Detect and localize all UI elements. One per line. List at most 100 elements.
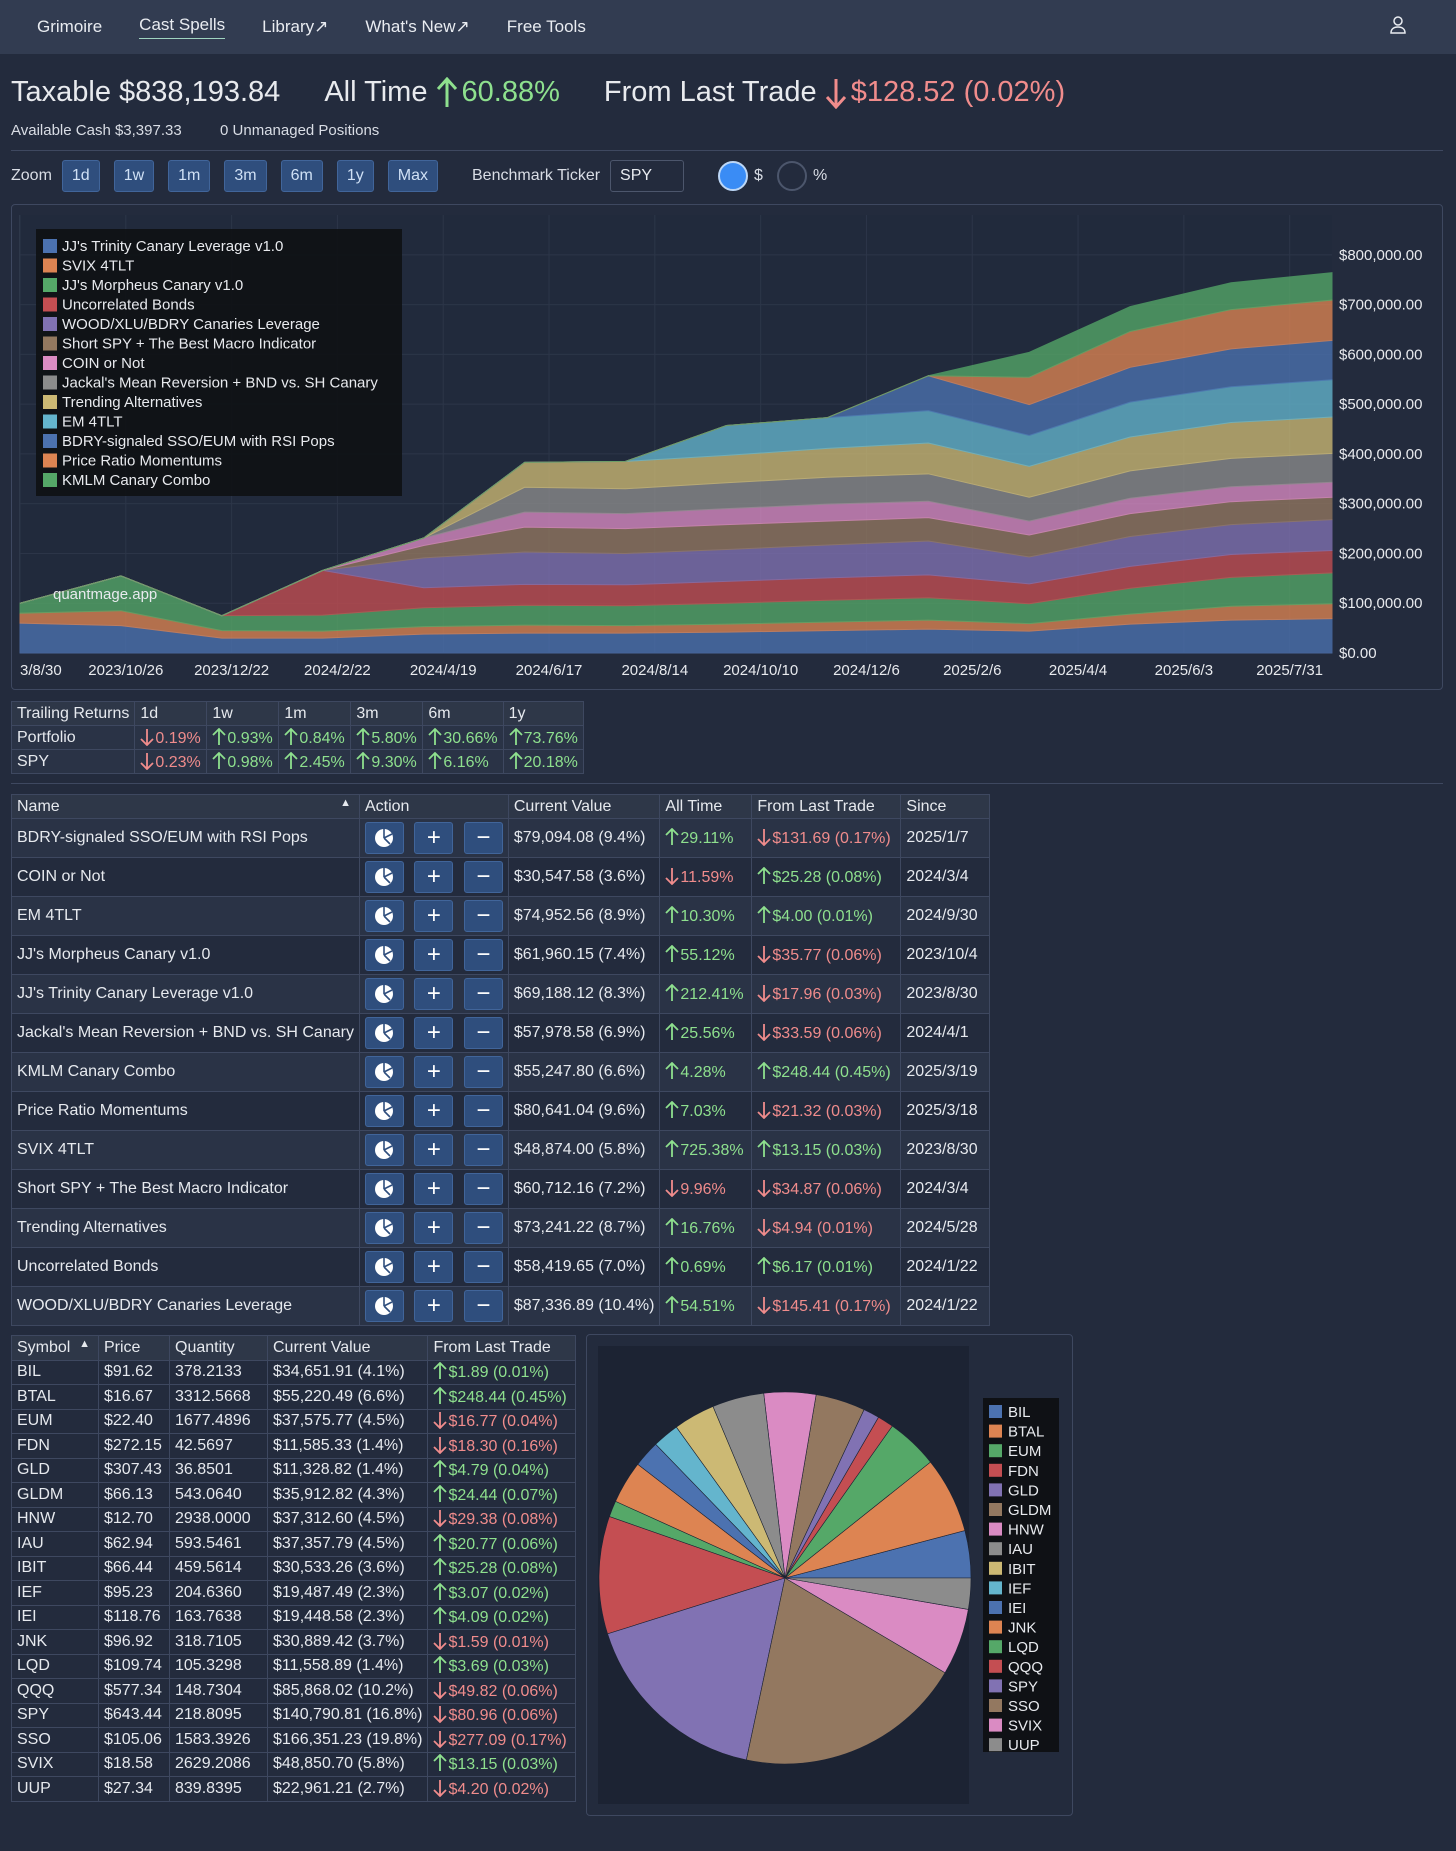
arrow-down-icon: [433, 1436, 448, 1454]
remove-button[interactable]: −: [463, 861, 503, 893]
remove-button[interactable]: −: [463, 822, 503, 854]
add-button[interactable]: +: [414, 900, 454, 932]
trailing-value: 0.19%: [134, 725, 208, 750]
remove-button[interactable]: −: [463, 1134, 503, 1166]
holdings-header: Quantity: [169, 1335, 268, 1361]
zoom-1y-button[interactable]: 1y: [336, 160, 374, 192]
nav-library[interactable]: Library↗: [262, 17, 329, 36]
zoom-1d-button[interactable]: 1d: [61, 160, 100, 192]
allocation-pie-icon-button[interactable]: [364, 861, 404, 893]
x-tick-label: 2024/12/6: [833, 662, 900, 679]
spell-row[interactable]: KMLM Canary Combo + − $55,247.80 (6.6%) …: [11, 1052, 991, 1092]
remove-button[interactable]: −: [463, 939, 503, 971]
spell-row[interactable]: Uncorrelated Bonds + − $58,419.65 (7.0%)…: [11, 1247, 991, 1287]
spell-name[interactable]: JJ's Trinity Canary Leverage v1.0: [11, 974, 360, 1014]
remove-button[interactable]: −: [463, 1017, 503, 1049]
allocation-pie-icon-button[interactable]: [364, 1056, 404, 1088]
spell-current-value: $60,712.16 (7.2%): [507, 1169, 661, 1209]
spell-name[interactable]: COIN or Not: [11, 857, 360, 897]
spell-name[interactable]: WOOD/XLU/BDRY Canaries Leverage: [11, 1286, 360, 1326]
zoom-3m-button[interactable]: 3m: [224, 160, 267, 192]
spell-row[interactable]: COIN or Not + − $30,547.58 (3.6%) 11.59%…: [11, 857, 991, 897]
spell-name[interactable]: JJ's Morpheus Canary v1.0: [11, 935, 360, 975]
arrow-up-icon: [433, 1558, 448, 1576]
add-button[interactable]: +: [414, 1173, 454, 1205]
benchmark-input[interactable]: SPY: [610, 160, 685, 192]
add-button[interactable]: +: [414, 861, 454, 893]
allocation-pie-icon-button[interactable]: [364, 939, 404, 971]
spell-name[interactable]: Price Ratio Momentums: [11, 1091, 360, 1131]
nav-cast-spells[interactable]: Cast Spells: [139, 15, 226, 39]
percent-radio[interactable]: [776, 161, 807, 191]
spell-current-value: $58,419.65 (7.0%): [507, 1247, 661, 1287]
allocation-pie-icon-button[interactable]: [364, 1095, 404, 1127]
allocation-pie-icon-button[interactable]: [364, 900, 404, 932]
allocation-pie-icon-button[interactable]: [364, 978, 404, 1010]
allocation-pie-icon-button[interactable]: [364, 1017, 404, 1049]
holding-last-trade: $1.59 (0.01%): [427, 1629, 577, 1655]
spells-header[interactable]: Name ▲: [11, 794, 360, 819]
remove-button[interactable]: −: [463, 1056, 503, 1088]
zoom-1m-button[interactable]: 1m: [168, 160, 211, 192]
allocation-pie-icon-button[interactable]: [364, 1290, 404, 1322]
spell-name[interactable]: Uncorrelated Bonds: [11, 1247, 360, 1287]
spell-row[interactable]: SVIX 4TLT + − $48,874.00 (5.8%) 725.38% …: [11, 1130, 991, 1170]
pie-legend-swatch: [989, 1483, 1002, 1497]
spell-row[interactable]: Jackal's Mean Reversion + BND vs. SH Can…: [11, 1013, 991, 1053]
zoom-6m-button[interactable]: 6m: [280, 160, 323, 192]
pie-legend-label: SPY: [1008, 1678, 1038, 1695]
remove-button[interactable]: −: [463, 900, 503, 932]
allocation-pie-icon-button[interactable]: [364, 1251, 404, 1283]
spell-row[interactable]: EM 4TLT + − $74,952.56 (8.9%) 10.30% $4.…: [11, 896, 991, 936]
spell-name[interactable]: Trending Alternatives: [11, 1208, 360, 1248]
remove-button[interactable]: −: [463, 1095, 503, 1127]
spell-name[interactable]: SVIX 4TLT: [11, 1130, 360, 1170]
sort-asc-icon[interactable]: ▲: [79, 1338, 90, 1350]
add-button[interactable]: +: [414, 939, 454, 971]
add-button[interactable]: +: [414, 1251, 454, 1283]
arrow-up-icon: [436, 76, 462, 109]
add-button[interactable]: +: [414, 978, 454, 1010]
allocation-pie-icon-button[interactable]: [364, 1134, 404, 1166]
pie-legend-swatch: [989, 1659, 1002, 1673]
zoom-Max-button[interactable]: Max: [387, 160, 438, 192]
add-button[interactable]: +: [414, 1212, 454, 1244]
spell-row[interactable]: Price Ratio Momentums + − $80,641.04 (9.…: [11, 1091, 991, 1131]
remove-button[interactable]: −: [463, 1251, 503, 1283]
spell-name[interactable]: Jackal's Mean Reversion + BND vs. SH Can…: [11, 1013, 360, 1053]
add-button[interactable]: +: [414, 822, 454, 854]
remove-button[interactable]: −: [463, 1212, 503, 1244]
nav-free-tools[interactable]: Free Tools: [506, 17, 586, 36]
remove-button[interactable]: −: [463, 1290, 503, 1322]
nav-grimoire[interactable]: Grimoire: [37, 17, 103, 36]
portfolio-chart[interactable]: $0.00 $100,000.00 $200,000.00 $300,000.00 $4…: [11, 204, 1443, 690]
remove-button[interactable]: −: [463, 978, 503, 1010]
spell-name[interactable]: Short SPY + The Best Macro Indicator: [11, 1169, 360, 1209]
allocation-pie-icon-button[interactable]: [364, 1173, 404, 1205]
spell-row[interactable]: Trending Alternatives + − $73,241.22 (8.…: [11, 1208, 991, 1248]
add-button[interactable]: +: [414, 1095, 454, 1127]
add-button[interactable]: +: [414, 1134, 454, 1166]
zoom-1w-button[interactable]: 1w: [113, 160, 155, 192]
dollar-radio[interactable]: [718, 161, 749, 191]
user-icon[interactable]: [1390, 16, 1406, 39]
spell-name[interactable]: KMLM Canary Combo: [11, 1052, 360, 1092]
spell-row[interactable]: JJ's Morpheus Canary v1.0 + − $61,960.15…: [11, 935, 991, 975]
sort-asc-icon[interactable]: ▲: [340, 797, 351, 809]
arrow-down-icon: [433, 1779, 448, 1797]
allocation-pie-icon-button[interactable]: [364, 1212, 404, 1244]
add-button[interactable]: +: [414, 1017, 454, 1049]
spell-row[interactable]: JJ's Trinity Canary Leverage v1.0 + − $6…: [11, 974, 991, 1014]
add-button[interactable]: +: [414, 1056, 454, 1088]
spell-name[interactable]: EM 4TLT: [11, 896, 360, 936]
spell-row[interactable]: Short SPY + The Best Macro Indicator + −…: [11, 1169, 991, 1209]
nav-what-s-new[interactable]: What's New↗: [365, 17, 470, 36]
y-tick-label: $600,000.00: [1339, 346, 1422, 363]
spell-row[interactable]: WOOD/XLU/BDRY Canaries Leverage + − $87,…: [11, 1286, 991, 1326]
allocation-pie-icon-button[interactable]: [364, 822, 404, 854]
holdings-header[interactable]: Symbol ▲: [11, 1335, 99, 1361]
add-button[interactable]: +: [414, 1290, 454, 1322]
spell-name[interactable]: BDRY-signaled SSO/EUM with RSI Pops: [11, 818, 360, 858]
spell-row[interactable]: BDRY-signaled SSO/EUM with RSI Pops + − …: [11, 818, 991, 858]
remove-button[interactable]: −: [463, 1173, 503, 1205]
